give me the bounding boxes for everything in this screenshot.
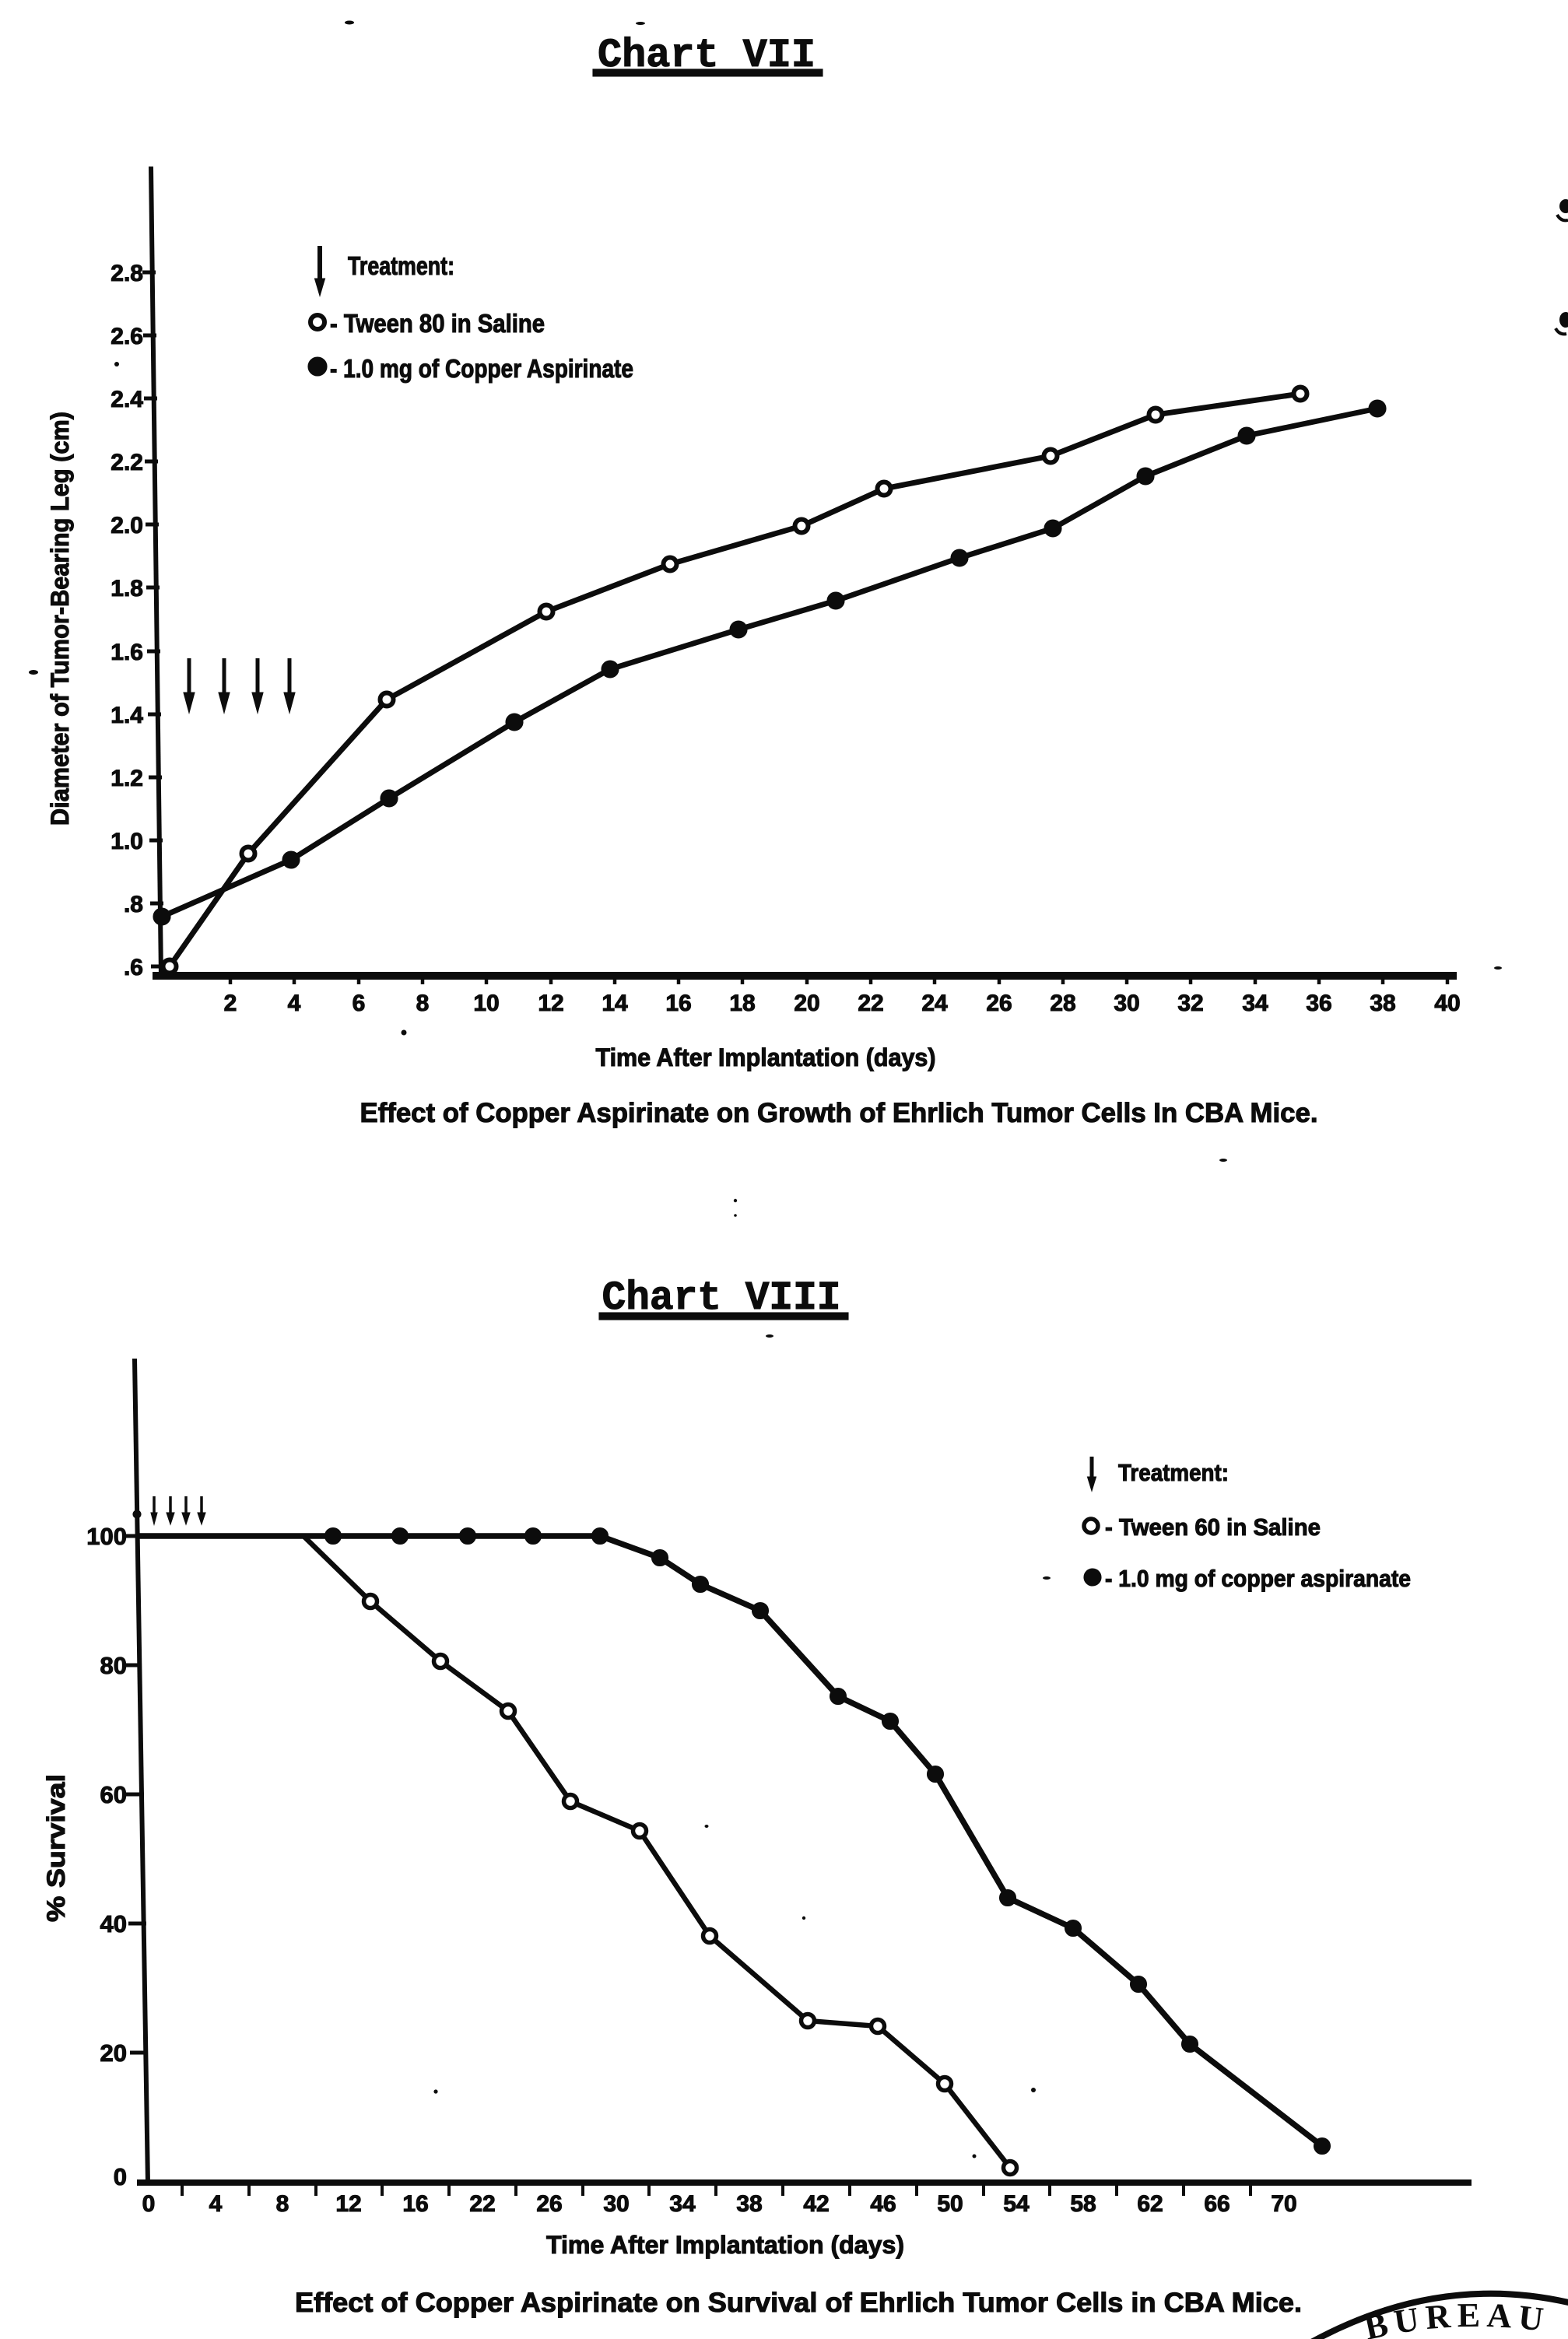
svg-text:1.4: 1.4 <box>110 703 143 728</box>
svg-text:34: 34 <box>669 2191 696 2217</box>
svg-text:6: 6 <box>353 991 366 1016</box>
svg-text:12: 12 <box>335 2191 361 2217</box>
svg-text:28: 28 <box>1050 991 1075 1016</box>
svg-text:Time After Implantation (days): Time After Implantation (days) <box>596 1043 936 1071</box>
svg-text:2.0: 2.0 <box>110 513 143 538</box>
svg-text:Treatment:: Treatment: <box>1118 1459 1229 1486</box>
svg-text:2.4: 2.4 <box>110 387 143 412</box>
svg-text:24: 24 <box>921 991 948 1016</box>
svg-text:30: 30 <box>1114 991 1139 1016</box>
svg-text:10: 10 <box>473 991 499 1016</box>
svg-text:4: 4 <box>288 991 301 1016</box>
svg-text:46: 46 <box>870 2191 896 2217</box>
svg-text:.6: .6 <box>124 955 143 980</box>
svg-text:2.6: 2.6 <box>110 324 143 349</box>
svg-text:26: 26 <box>986 991 1012 1016</box>
svg-text:8: 8 <box>416 991 430 1016</box>
svg-text:32: 32 <box>1177 991 1203 1016</box>
svg-text:38: 38 <box>736 2191 762 2217</box>
svg-text:60: 60 <box>100 1781 127 1808</box>
svg-text:18: 18 <box>729 991 755 1016</box>
svg-text:Treatment:: Treatment: <box>348 251 454 280</box>
svg-text:- 1.0 mg of Copper Aspirinate: - 1.0 mg of Copper Aspirinate <box>330 354 633 383</box>
svg-text:30: 30 <box>603 2191 629 2217</box>
svg-text:40: 40 <box>100 1910 127 1937</box>
svg-text:8: 8 <box>276 2191 289 2217</box>
svg-text:14: 14 <box>602 991 628 1016</box>
svg-text:.8: .8 <box>124 892 143 917</box>
svg-text:40: 40 <box>1434 991 1460 1016</box>
svg-text:0: 0 <box>114 2163 127 2190</box>
svg-text:100: 100 <box>86 1523 127 1550</box>
svg-text:- Tween 60 in Saline: - Tween 60 in Saline <box>1105 1513 1321 1541</box>
svg-text:1.8: 1.8 <box>110 576 143 601</box>
svg-text:22: 22 <box>469 2191 495 2217</box>
svg-text:2.8: 2.8 <box>110 261 143 286</box>
svg-text:62: 62 <box>1137 2191 1163 2217</box>
svg-text:1.2: 1.2 <box>110 766 143 791</box>
svg-text:Effect of Copper Aspirinate on: Effect of Copper Aspirinate on Growth of… <box>360 1098 1318 1128</box>
svg-text:1.0: 1.0 <box>110 829 143 854</box>
svg-text:22: 22 <box>858 991 883 1016</box>
svg-text:Effect of Copper Aspirinate on: Effect of Copper Aspirinate on Survival … <box>295 2288 1302 2318</box>
svg-text:2: 2 <box>224 991 237 1016</box>
svg-text:% Survival: % Survival <box>42 1774 70 1922</box>
svg-text:54: 54 <box>1003 2191 1030 2217</box>
svg-text:42: 42 <box>803 2191 829 2217</box>
svg-text:66: 66 <box>1204 2191 1229 2217</box>
svg-text:12: 12 <box>538 991 563 1016</box>
svg-text:1.6: 1.6 <box>110 640 143 665</box>
svg-text:50: 50 <box>937 2191 963 2217</box>
svg-text:4: 4 <box>209 2191 223 2217</box>
svg-text:16: 16 <box>665 991 691 1016</box>
svg-text:Time After Implantation (days): Time After Implantation (days) <box>546 2231 904 2259</box>
svg-text:- Tween 80 in Saline: - Tween 80 in Saline <box>330 309 545 338</box>
svg-text:34: 34 <box>1242 991 1268 1016</box>
svg-text:26: 26 <box>536 2191 562 2217</box>
svg-text:20: 20 <box>100 2039 127 2067</box>
svg-text:58: 58 <box>1070 2191 1096 2217</box>
svg-text:80: 80 <box>100 1652 127 1679</box>
svg-text:BUREAU: BUREAU <box>1361 2296 1552 2339</box>
svg-text:16: 16 <box>402 2191 428 2217</box>
svg-text:2.2: 2.2 <box>110 450 143 475</box>
svg-text:38: 38 <box>1370 991 1395 1016</box>
svg-text:Diameter of Tumor-Bearing Leg: Diameter of Tumor-Bearing Leg (cm) <box>46 412 74 826</box>
svg-text:36: 36 <box>1306 991 1331 1016</box>
svg-text:0: 0 <box>142 2191 156 2217</box>
svg-text:20: 20 <box>794 991 819 1016</box>
svg-text:70: 70 <box>1271 2191 1296 2217</box>
svg-text:- 1.0 mg of copper aspiranate: - 1.0 mg of copper aspiranate <box>1105 1565 1411 1592</box>
